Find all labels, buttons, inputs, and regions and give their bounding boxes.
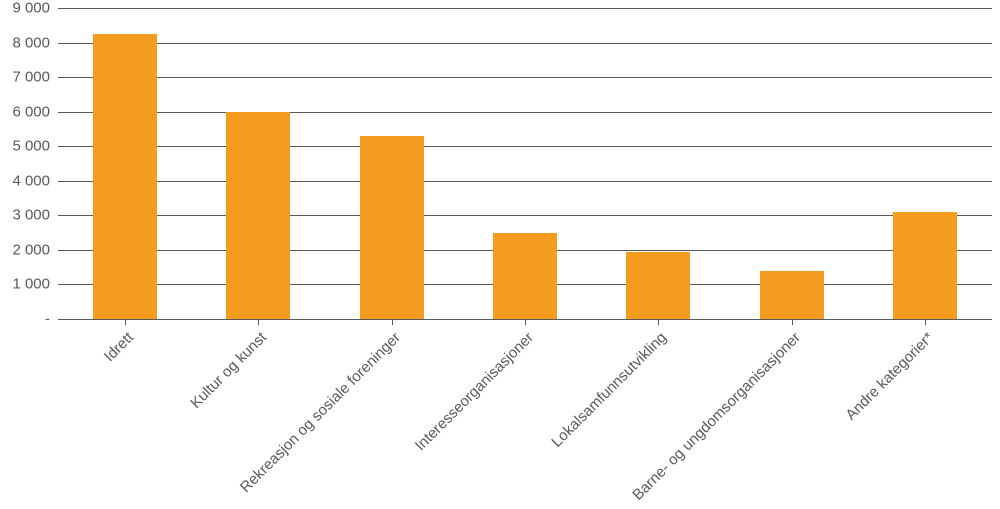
x-tick-label: Lokalsamfunnsutvikling: [549, 329, 671, 451]
y-tick-label: 2 000: [12, 241, 58, 258]
bars-container: IdrettKultur og kunstRekreasjon og sosia…: [58, 8, 992, 319]
bar-slot: Lokalsamfunnsutvikling: [592, 8, 725, 319]
bar: [93, 34, 157, 319]
bar-slot: Interesseorganisasjoner: [458, 8, 591, 319]
x-tick-label: Idrett: [101, 329, 137, 365]
bar-slot: Rekreasjon og sosiale foreninger: [325, 8, 458, 319]
y-tick-label: 3 000: [12, 207, 58, 224]
y-tick-label: 6 000: [12, 103, 58, 120]
bar: [893, 212, 957, 319]
bar-chart: - 1 000 2 000 3 000 4 000 5 000 6 000 7 000 8 00…: [0, 0, 1000, 509]
bar: [360, 136, 424, 319]
y-tick-label: 5 000: [12, 138, 58, 155]
bar-slot: Idrett: [58, 8, 191, 319]
x-tick: [258, 319, 259, 325]
y-tick-label: 1 000: [12, 276, 58, 293]
bar: [626, 252, 690, 319]
x-tick-label: Rekreasjon og sosiale foreninger: [236, 329, 403, 496]
y-tick-label: 9 000: [12, 0, 58, 17]
x-tick: [658, 319, 659, 325]
plot-area: -1 0002 0003 0004 0005 0006 0007 0008 00…: [58, 8, 992, 319]
bar: [493, 233, 557, 319]
x-tick: [392, 319, 393, 325]
bar-slot: Barne- og ungdomsorganisasjoner: [725, 8, 858, 319]
x-tick: [792, 319, 793, 325]
bar: [226, 112, 290, 319]
x-tick-label: Kultur og kunst: [187, 329, 270, 412]
x-tick: [525, 319, 526, 325]
bar-slot: Andre kategorier*: [859, 8, 992, 319]
y-tick-label: 7 000: [12, 69, 58, 86]
y-tick-label: 8 000: [12, 34, 58, 51]
x-tick-label: Andre kategorier*: [843, 329, 938, 424]
bar-slot: Kultur og kunst: [191, 8, 324, 319]
y-tick-label: 4 000: [12, 172, 58, 189]
x-tick-label: Interesseorganisasjoner: [412, 329, 537, 454]
y-tick-label: -: [45, 311, 58, 328]
x-tick: [925, 319, 926, 325]
bar: [760, 271, 824, 319]
x-tick: [125, 319, 126, 325]
